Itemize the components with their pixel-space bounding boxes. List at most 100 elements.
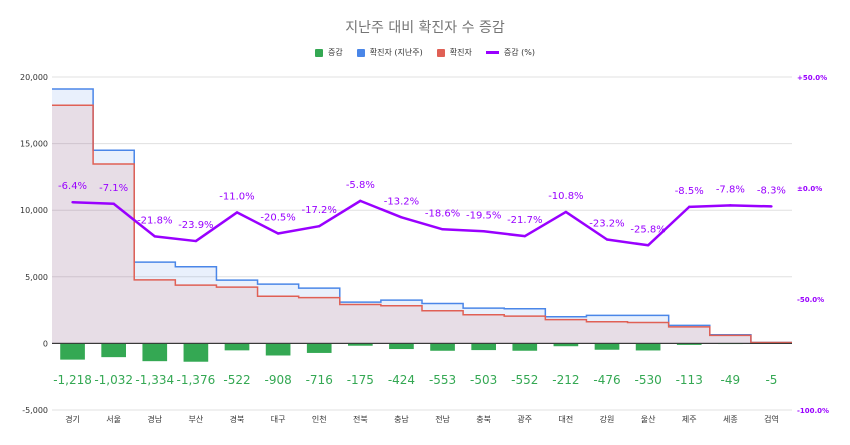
bar-data-label: -1,376 <box>177 373 216 387</box>
bar <box>224 343 250 351</box>
legend-label-change: 증감 <box>328 48 343 57</box>
bar-data-label: -1,334 <box>135 373 174 387</box>
left-axis-tick-label: -5,000 <box>22 406 48 415</box>
bar-data-label: -530 <box>634 373 661 387</box>
percent-data-label: -19.5% <box>466 210 501 221</box>
percent-data-label: -8.3% <box>757 185 786 196</box>
bar-data-label: -552 <box>511 373 538 387</box>
bar <box>553 343 579 347</box>
percent-point <box>646 244 650 247</box>
confirmed-line <box>52 104 792 344</box>
chart-title: 지난주 대비 확진자 수 증감 <box>345 20 505 36</box>
right-axis-tick-label: +50.0% <box>797 74 827 82</box>
percent-point <box>523 234 526 238</box>
x-axis-tick-label: 제주 <box>682 415 697 424</box>
legend-item-last-week[interactable]: 확진자 (지난주) <box>356 47 423 58</box>
percent-point <box>153 235 156 238</box>
x-axis-tick-label: 전남 <box>435 414 450 424</box>
percent-data-label: -8.5% <box>675 186 704 197</box>
legend-item-percent[interactable]: 증감 (%) <box>485 47 535 58</box>
percent-data-label: -7.1% <box>99 183 128 194</box>
percent-point <box>729 204 732 207</box>
percent-data-label: -25.8% <box>630 224 665 235</box>
bar-data-label: -553 <box>429 373 456 387</box>
percent-point <box>235 211 239 214</box>
percent-data-label: -21.7% <box>507 215 542 226</box>
bar-data-label: -5 <box>765 373 777 387</box>
bar-data-label: -1,032 <box>94 373 133 387</box>
legend-swatch-change <box>315 48 324 57</box>
percent-data-label: -20.5% <box>260 213 295 224</box>
bar <box>142 343 168 362</box>
legend-swatch-last-week <box>356 48 365 57</box>
x-axis-tick-label: 경남 <box>147 414 162 424</box>
legend-label-last-week: 확진자 (지난주) <box>369 48 423 57</box>
right-axis-tick-label: -100.0% <box>797 407 829 415</box>
percent-point <box>194 239 198 243</box>
x-axis-tick-label: 울산 <box>641 414 656 424</box>
x-axis-tick-label: 전북 <box>353 414 368 424</box>
bar-data-label: -212 <box>552 373 579 387</box>
percent-data-label: -21.8% <box>137 215 172 226</box>
percent-point <box>770 205 773 208</box>
bar <box>594 343 620 350</box>
percent-point <box>482 230 485 233</box>
percent-line <box>72 199 772 247</box>
legend-item-change[interactable]: 증감 <box>315 47 343 58</box>
legend-label-confirmed: 확진자 <box>449 48 472 57</box>
x-axis-tick-label: 서울 <box>106 415 121 424</box>
percent-point <box>605 238 609 241</box>
x-axis-tick-label: 검역 <box>764 414 779 424</box>
bar-data-label: -424 <box>388 373 415 387</box>
bar <box>183 343 209 362</box>
left-axis-tick-label: 15,000 <box>20 140 48 149</box>
percent-point <box>441 228 444 231</box>
bar-data-label: -1,218 <box>53 373 92 387</box>
x-axis-tick-label: 경기 <box>65 414 80 424</box>
x-axis-tick-label: 강원 <box>600 414 615 424</box>
x-axis-tick-label: 세종 <box>723 415 738 424</box>
bar-data-label: -49 <box>721 373 741 387</box>
percent-data-label: -5.8% <box>346 180 375 191</box>
percent-point <box>112 202 115 205</box>
percent-point <box>400 216 403 219</box>
bar <box>676 343 702 345</box>
bar-data-label: -503 <box>470 373 497 387</box>
percent-point <box>564 210 568 214</box>
left-axis-tick-label: 20,000 <box>20 73 48 82</box>
bar-data-label: -716 <box>306 373 333 387</box>
x-axis-tick-label: 대구 <box>271 415 286 424</box>
bar <box>60 343 85 360</box>
percent-point <box>359 199 362 203</box>
right-axis-tick-label: -50.0% <box>797 296 824 304</box>
percent-data-label: -17.2% <box>302 205 337 216</box>
bar-data-label: -522 <box>223 373 250 387</box>
bar <box>635 343 661 351</box>
bar <box>306 343 332 353</box>
percent-point <box>318 224 321 228</box>
bar <box>471 343 496 351</box>
legend-label-percent: 증감 (%) <box>503 48 535 57</box>
x-axis-tick-label: 충북 <box>476 415 491 424</box>
bar-data-label: -476 <box>593 373 620 387</box>
percent-data-label: -6.4% <box>58 181 87 192</box>
percent-data-label: -18.6% <box>425 208 460 219</box>
last-week-line <box>52 88 792 344</box>
confirmed-area <box>52 105 792 344</box>
percent-data-label: -10.8% <box>548 191 583 202</box>
legend: 증감 확진자 (지난주) 확진자 증감 (%) <box>0 47 850 58</box>
x-axis-tick-label: 대전 <box>559 414 574 424</box>
bar <box>348 343 373 346</box>
percent-data-label: -7.8% <box>716 184 745 195</box>
percent-point <box>276 232 280 235</box>
last-week-area <box>52 88 792 344</box>
x-axis-tick-label: 인천 <box>312 414 327 424</box>
left-axis-tick-label: 10,000 <box>20 206 48 215</box>
x-axis-tick-label: 경북 <box>230 414 245 424</box>
bar-data-label: -908 <box>264 373 291 387</box>
percent-data-label: -11.0% <box>219 191 254 202</box>
x-axis-tick-label: 충남 <box>394 415 409 424</box>
percent-data-label: -23.9% <box>178 220 213 231</box>
legend-item-confirmed[interactable]: 확진자 <box>436 47 472 58</box>
percent-point <box>71 201 74 204</box>
